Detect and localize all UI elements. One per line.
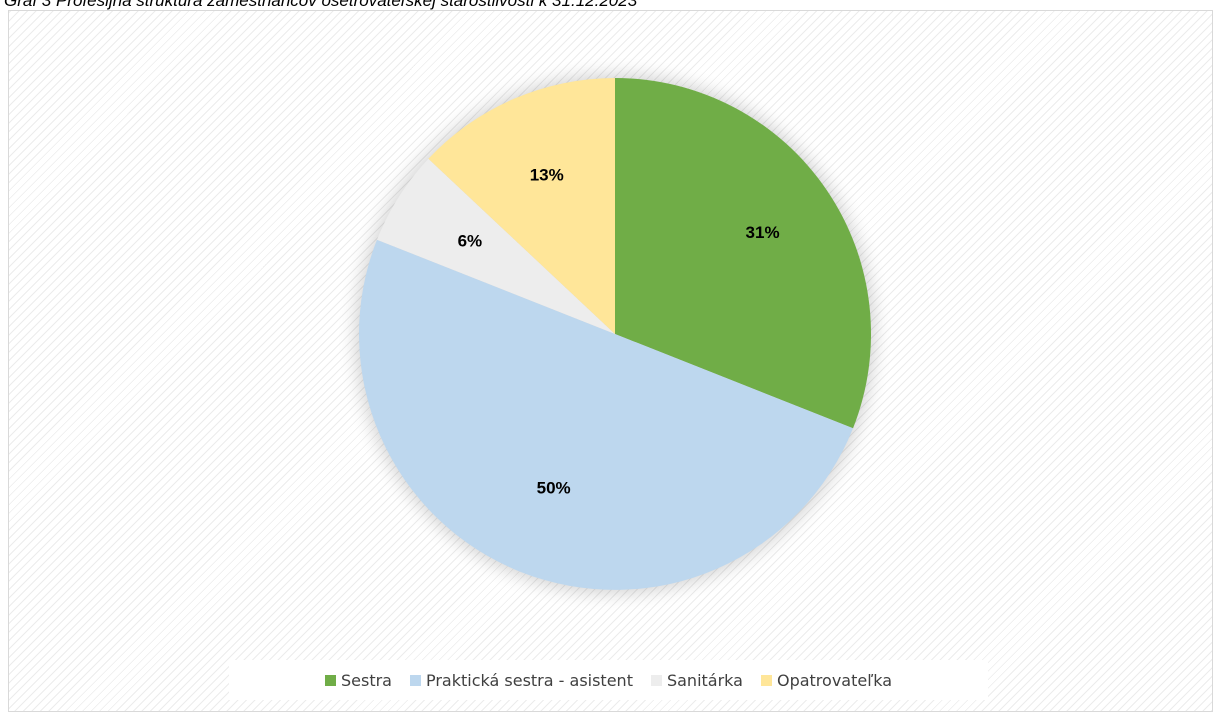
chart-caption: Graf 3 Profesijná štruktúra zamestnancov… bbox=[4, 0, 638, 10]
pie-slice-praktická-sestra-asistent bbox=[359, 239, 854, 590]
pie-slices bbox=[359, 78, 871, 590]
legend-label: Sanitárka bbox=[666, 670, 743, 690]
legend-label: Opatrovateľka bbox=[776, 670, 892, 690]
legend-swatch bbox=[760, 674, 772, 686]
legend-swatch bbox=[324, 674, 336, 686]
pie-slice-opatrovateľka bbox=[428, 78, 615, 334]
pie-data-label: 31% bbox=[746, 223, 780, 242]
pie-slice-sestra bbox=[615, 78, 871, 429]
pie-data-label: 6% bbox=[458, 231, 483, 250]
legend-item-opatrovatelka: Opatrovateľka bbox=[760, 670, 892, 690]
pie-data-label: 13% bbox=[530, 166, 564, 185]
legend-item-sanitarka: Sanitárka bbox=[650, 670, 743, 690]
pie-data-label: 50% bbox=[537, 478, 571, 497]
pie-slice-sanitárka bbox=[376, 158, 615, 334]
legend-label: Praktická sestra - asistent bbox=[425, 670, 633, 690]
legend-label: Sestra bbox=[340, 670, 392, 690]
legend-item-prakticka-sestra: Praktická sestra - asistent bbox=[409, 670, 633, 690]
legend-swatch bbox=[650, 674, 662, 686]
chart-legend: Sestra Praktická sestra - asistent Sanit… bbox=[229, 660, 988, 700]
legend-swatch bbox=[409, 674, 421, 686]
legend-item-sestra: Sestra bbox=[324, 670, 392, 690]
pie-labels: 31% 50% 6% 13% bbox=[458, 166, 780, 498]
